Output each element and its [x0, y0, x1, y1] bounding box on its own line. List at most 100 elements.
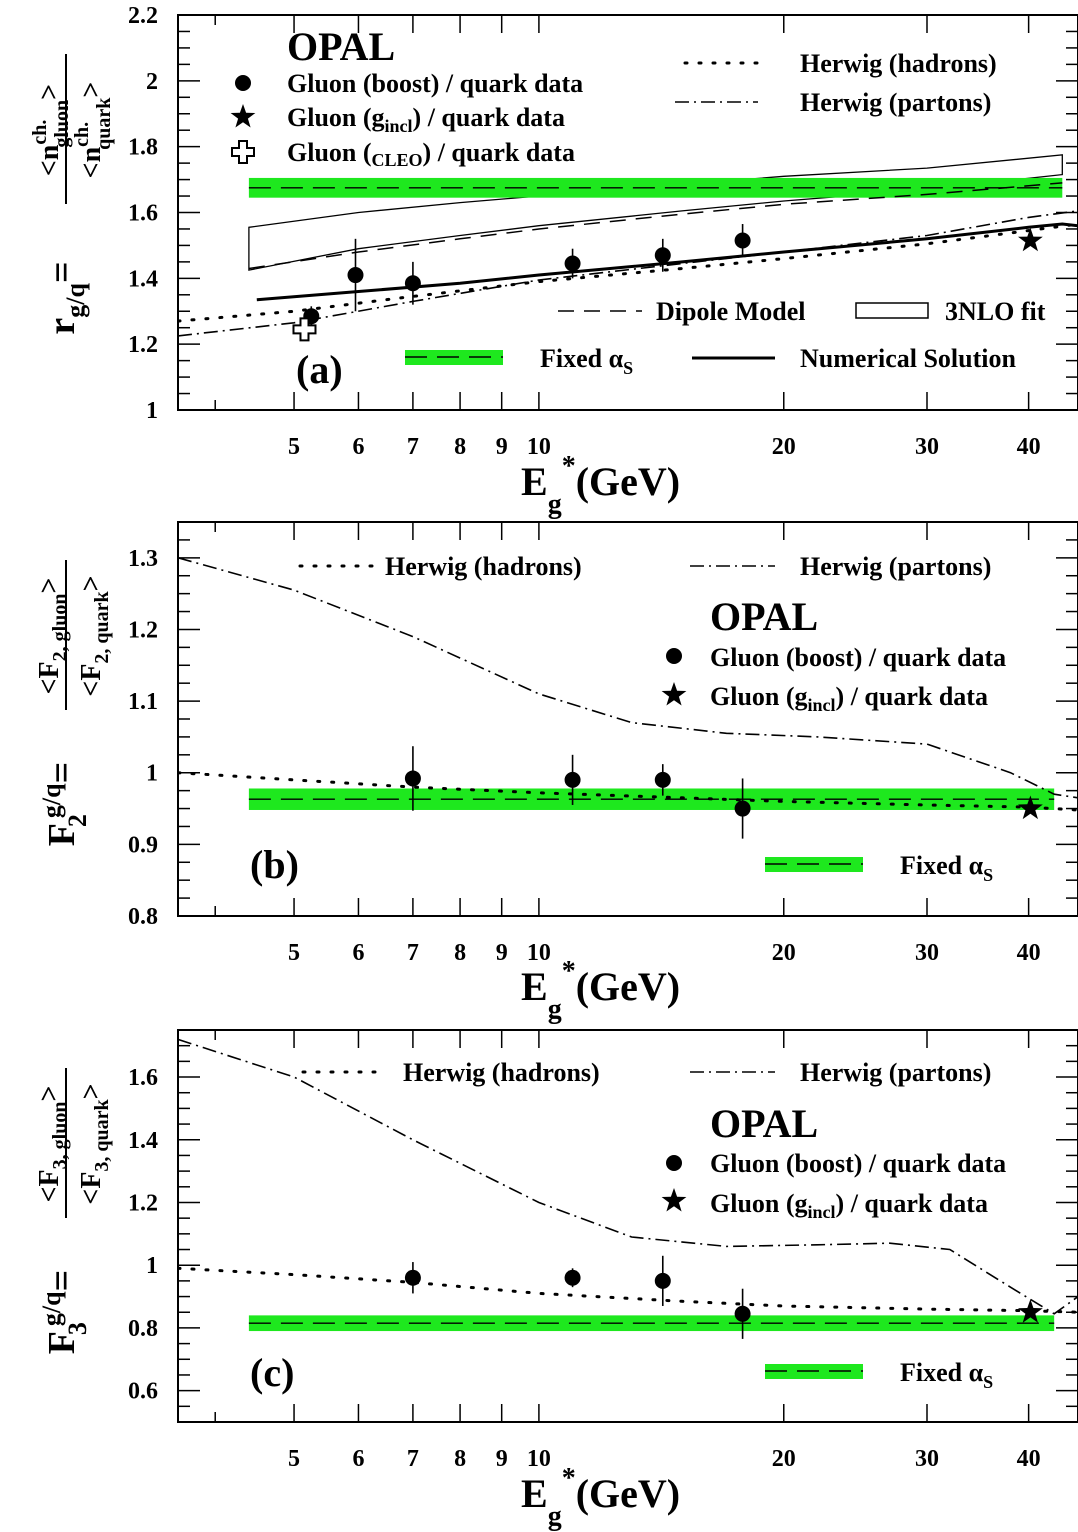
x-tick-label: 9: [496, 1446, 508, 1472]
svg-text:<nch.quark>: <nch.quark>: [71, 82, 115, 179]
x-tick-label: 20: [772, 940, 796, 966]
herwig-partons-curve: [178, 1038, 1078, 1315]
panel-c-label: (c): [250, 1350, 294, 1395]
legend-a-boost-marker: [235, 75, 251, 91]
x-tick-label: 10: [527, 1446, 551, 1472]
data-point-boost: [404, 1269, 421, 1286]
x-tick-label: 7: [407, 1446, 419, 1472]
x-tick-label: 5: [288, 940, 300, 966]
y-tick-label: 1.8: [128, 135, 158, 161]
legend-a-3nlo-label: 3NLO fit: [945, 297, 1046, 326]
x-tick-label: 5: [288, 434, 300, 460]
legend-b-star-marker: [661, 682, 687, 706]
panel-c-plot-area: [178, 1038, 1078, 1339]
data-point-boost: [404, 770, 421, 787]
data-point-boost: [734, 1305, 751, 1322]
legend-b-gincl-label: Gluon (gincl) / quark data: [710, 682, 988, 715]
svg-text:<F2, quark>: <F2, quark>: [76, 575, 113, 696]
panel-a-ticks: 5 6 7 8 9 10 20 30 40 1 1.2 1.4 1.6 1.8 2 2.2: [128, 3, 1078, 460]
legend-a-gincl-label: Gluon (gincl) / quark data: [287, 103, 565, 136]
legend-a-numerical-label: Numerical Solution: [800, 344, 1016, 373]
x-tick-label: 8: [454, 940, 466, 966]
fixed-alpha-band: [248, 177, 1063, 198]
data-point-boost: [734, 800, 751, 817]
panel-c-opal-label: OPAL: [710, 1101, 818, 1146]
panel-b-ticks: 5 6 7 8 9 10 20 30 40 0.8 0.9 1 1.1 1.2 1.3: [128, 521, 1078, 966]
x-tick-label: 8: [454, 1446, 466, 1472]
dipole-model-curve: [248, 182, 1063, 270]
data-point-boost: [654, 247, 671, 264]
x-tick-label: 30: [915, 940, 939, 966]
panel-b-x-axis-label: Eg*(GeV): [521, 956, 680, 1025]
data-point-boost: [654, 771, 671, 788]
legend-a-star-marker: [230, 104, 256, 128]
legend-c-star-marker: [661, 1188, 687, 1212]
legend-a-fixed-label: Fixed αS: [540, 344, 633, 378]
y-tick-label: 1: [146, 398, 158, 424]
y-tick-label: 1.1: [128, 689, 158, 715]
x-tick-label: 6: [352, 434, 364, 460]
x-tick-label: 10: [527, 434, 551, 460]
legend-c-gincl-label: Gluon (gincl) / quark data: [710, 1189, 988, 1222]
data-point-boost: [404, 275, 421, 292]
panel-a: 5 6 7 8 9 10 20 30 40 1 1.2 1.4 1.6 1.8 2 2.2 OPAL Gluo…: [29, 3, 1078, 520]
svg-text:F2g/q=: F2g/q=: [37, 762, 92, 847]
panel-c: 5 6 7 8 9 10 20 30 40 0.6 0.8 1 1.2 1.4 1.6 Herwig (ha…: [34, 1029, 1078, 1532]
legend-a-3nlo-box: [855, 302, 929, 319]
y-tick-label: 1.2: [128, 617, 158, 643]
legend-a-cleo-marker: [231, 140, 255, 164]
x-tick-label: 10: [527, 940, 551, 966]
svg-text:<F3, quark>: <F3, quark>: [76, 1083, 113, 1204]
data-point-gincl: [1018, 1299, 1043, 1323]
herwig-hadrons-curve: [178, 1266, 1078, 1314]
herwig-partons-curve: [178, 210, 1078, 337]
legend-a-cleo-label: Gluon (CLEO) / quark data: [287, 138, 575, 170]
x-tick-label: 30: [915, 434, 939, 460]
legend-b-hadrons-label: Herwig (hadrons): [385, 552, 582, 581]
x-tick-label: 30: [915, 1446, 939, 1472]
legend-c-partons-label: Herwig (partons): [800, 1058, 991, 1087]
panel-b-label: (b): [250, 842, 299, 887]
y-tick-label: 2: [146, 69, 158, 95]
plot-content: [178, 1038, 1078, 1339]
panel-a-y-axis-label: rg/q= <nch.gluon> <nch.quark>: [29, 54, 115, 335]
legend-c-hadrons-label: Herwig (hadrons): [403, 1058, 600, 1087]
panel-b-plot-area: [178, 557, 1078, 839]
herwig-hadrons-curve: [178, 222, 1078, 323]
data-point-boost: [564, 255, 581, 272]
y-tick-label: 1.2: [128, 332, 158, 358]
x-tick-label: 40: [1017, 940, 1041, 966]
y-tick-label: 0.8: [128, 1316, 158, 1342]
x-tick-label: 20: [772, 434, 796, 460]
data-point-boost: [564, 1269, 581, 1286]
x-tick-label: 5: [288, 1446, 300, 1472]
nlo3-fit-band: [248, 154, 1063, 271]
herwig-partons-curve: [178, 557, 1078, 799]
panel-a-label: (a): [296, 347, 343, 392]
y-tick-label: 2.2: [128, 3, 158, 29]
x-tick-label: 6: [352, 940, 364, 966]
data-point-boost: [734, 232, 751, 249]
legend-b-boost-label: Gluon (boost) / quark data: [710, 643, 1006, 672]
svg-text:rg/q=: rg/q=: [41, 261, 90, 334]
panel-c-frame: [177, 1029, 1078, 1423]
x-tick-label: 6: [352, 1446, 364, 1472]
legend-a-hadrons-label: Herwig (hadrons): [800, 49, 997, 78]
y-tick-label: 1.6: [128, 201, 158, 227]
data-point-gincl: [1018, 227, 1043, 252]
x-tick-label: 7: [407, 434, 419, 460]
y-tick-label: 1: [146, 1253, 158, 1279]
legend-c-fixed-label: Fixed αS: [900, 1358, 993, 1392]
panel-a-opal-label: OPAL: [287, 24, 395, 69]
legend-a-boost-label: Gluon (boost) / quark data: [287, 69, 583, 98]
panel-b-opal-label: OPAL: [710, 594, 818, 639]
x-tick-label: 40: [1017, 1446, 1041, 1472]
y-tick-label: 1.3: [128, 546, 158, 572]
legend-b-partons-label: Herwig (partons): [800, 552, 991, 581]
data-point-gincl: [1018, 795, 1043, 820]
y-tick-label: 1.2: [128, 1190, 158, 1216]
panel-a-x-axis-label: Eg*(GeV): [521, 451, 680, 520]
x-tick-label: 40: [1017, 434, 1041, 460]
herwig-hadrons-curve: [178, 771, 1078, 812]
